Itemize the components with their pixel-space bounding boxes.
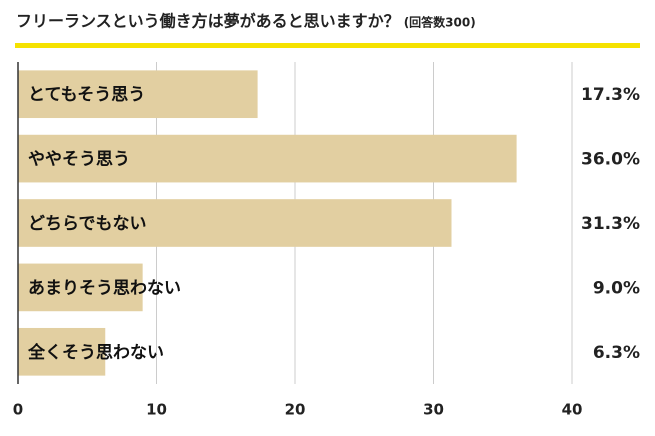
value-label: 17.3%: [581, 85, 640, 105]
x-tick-label: 20: [285, 401, 306, 419]
x-tick-label: 0: [13, 401, 23, 419]
x-tick-label: 30: [423, 401, 444, 419]
bar: [18, 70, 258, 119]
x-tick-label: 40: [562, 401, 583, 419]
value-label: 9.0%: [593, 278, 640, 298]
x-tick-label: 10: [146, 401, 167, 419]
chart-subtitle: (回答数300): [404, 15, 476, 30]
category-label: ややそう思う: [28, 150, 130, 170]
value-label: 6.3%: [593, 343, 640, 363]
chart-title: フリーランスという働き方は夢があると思いますか？: [16, 12, 400, 31]
bar: [18, 327, 106, 376]
value-label: 31.3%: [581, 214, 640, 234]
category-label: とてもそう思う: [28, 85, 145, 105]
bar: [18, 199, 452, 247]
category-label: どちらでもない: [28, 214, 147, 234]
bar: [18, 263, 143, 312]
bar: [18, 134, 517, 183]
title-underline: [15, 43, 640, 48]
category-label: あまりそう思わない: [28, 278, 181, 298]
category-label: 全くそう思わない: [27, 342, 164, 363]
value-label: 36.0%: [581, 150, 640, 170]
